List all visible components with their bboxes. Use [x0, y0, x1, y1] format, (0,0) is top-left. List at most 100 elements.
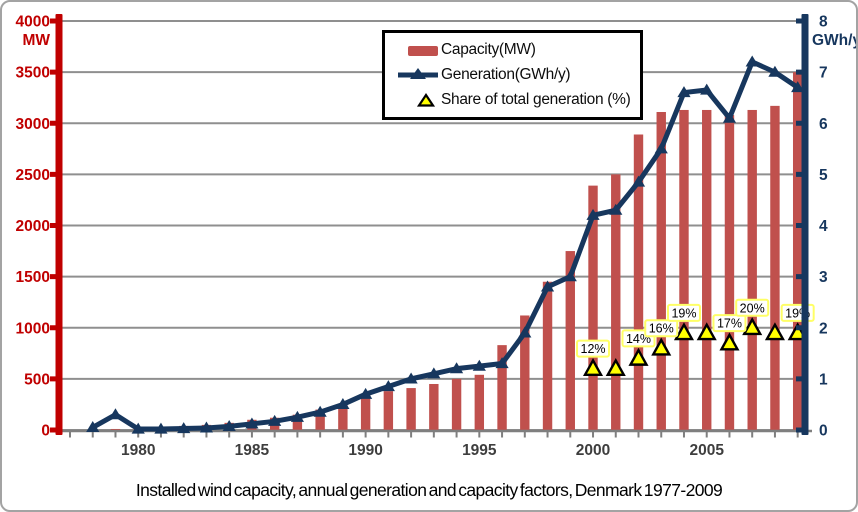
capacity-bar-1993: [429, 383, 439, 430]
capacity-bar-1999: [565, 251, 575, 430]
share-label-2007: 20%: [740, 301, 765, 315]
share-triangle-icon: [397, 92, 439, 108]
left-axis-tick: [50, 18, 57, 24]
generation-marker-1993: [427, 367, 441, 379]
share-label-box-2006: [712, 314, 747, 333]
x-axis-label-1990: 1990: [348, 442, 382, 459]
chart-legend: Capacity(MW) Generation(GWh/y) Share of …: [382, 30, 643, 120]
x-axis-label-1980: 1980: [121, 442, 155, 459]
left-axis-unit-label: MW: [22, 32, 50, 49]
right-axis-tick-label-5: 5: [819, 167, 828, 184]
generation-marker-1998: [540, 280, 555, 292]
generation-marker-1983: [199, 421, 214, 433]
capacity-bar-swatch-icon: [397, 44, 439, 57]
share-label-box-2004: [666, 303, 701, 322]
share-marker-2008: [764, 322, 785, 341]
share-label-2003: 16%: [649, 322, 674, 336]
capacity-bar-1996: [497, 345, 507, 430]
right-axis-tick: [796, 171, 803, 177]
share-marker-2006: [719, 332, 740, 351]
right-axis-tick: [796, 120, 803, 126]
capacity-bar-1997: [520, 315, 530, 430]
right-axis-tick-label-8: 8: [819, 14, 828, 31]
generation-marker-1994: [449, 362, 464, 374]
legend-label-capacity: Capacity(MW): [441, 41, 536, 59]
right-axis-unit-label: GWh/y: [812, 32, 858, 49]
legend-item-share: Share of total generation (%): [397, 91, 636, 109]
share-marker-2001: [605, 357, 626, 377]
generation-marker-1989: [336, 398, 350, 410]
right-axis-tick: [796, 223, 803, 228]
capacity-bar-2001: [611, 174, 621, 430]
share-label-box-2003: [644, 319, 679, 338]
right-axis-tick: [796, 376, 803, 382]
generation-marker-1978: [86, 421, 100, 433]
left-axis-tick-label-4000: 4000: [16, 14, 50, 31]
left-axis-tick: [50, 69, 57, 75]
capacity-bar-1987: [292, 414, 303, 430]
right-axis-tick-label-4: 4: [819, 218, 828, 235]
wind-chart-plot: 1980 1985 1990 1995 2000 200512%14%16%19%17%2…: [16, 14, 858, 460]
left-axis-tick: [50, 427, 57, 433]
capacity-bar-2008: [770, 105, 780, 431]
capacity-bar-1992: [406, 388, 416, 430]
left-axis-tick-label-2000: 2000: [16, 218, 50, 235]
capacity-bar-1989: [338, 404, 348, 430]
generation-line-icon: [397, 67, 439, 82]
left-axis-tick-label-2500: 2500: [16, 167, 50, 184]
generation-marker-1979: [108, 408, 123, 420]
right-axis-tick-label-0: 0: [819, 423, 828, 440]
generation-marker-1982: [177, 422, 191, 434]
right-axis-tick-label-6: 6: [819, 116, 828, 133]
legend-item-capacity: Capacity(MW): [397, 41, 636, 59]
generation-marker-1988: [313, 405, 327, 417]
left-axis-tick-label-1000: 1000: [16, 320, 50, 337]
right-axis-line: [801, 14, 809, 435]
capacity-bar-1979: [110, 428, 121, 430]
x-axis-label-2000: 2000: [576, 442, 610, 459]
left-axis-tick: [50, 171, 57, 177]
generation-marker-2009: [791, 81, 805, 93]
share-marker-2005: [696, 322, 717, 341]
generation-marker-1985: [245, 417, 259, 429]
share-marker-2003: [651, 337, 672, 356]
chart-title: Installed wind capacity, annual generati…: [135, 480, 723, 500]
share-label-2000: 12%: [581, 342, 606, 356]
share-label-2006: 17%: [717, 317, 742, 331]
capacity-bar-2005: [702, 109, 712, 431]
generation-marker-1981: [154, 422, 168, 434]
generation-line: [90, 59, 801, 432]
generation-marker-1986: [268, 414, 282, 426]
right-axis-tick-label-2: 2: [819, 320, 828, 337]
capacity-bar-2009: [792, 72, 803, 430]
capacity-bar-1994: [451, 378, 462, 430]
generation-marker-2006: [722, 111, 737, 123]
generation-marker-1999: [563, 270, 577, 282]
generation-marker-2002: [631, 175, 646, 187]
share-label-2004: 19%: [671, 306, 696, 320]
right-axis-tick-label-1: 1: [819, 371, 828, 388]
share-marker-2004: [673, 322, 695, 341]
left-axis-tick-label-1500: 1500: [16, 269, 50, 286]
left-axis-tick-label-0: 0: [41, 423, 50, 440]
share-marker-2002: [628, 347, 649, 366]
generation-marker-2007: [745, 55, 759, 67]
generation-marker-1995: [472, 359, 486, 371]
generation-marker-2003: [654, 142, 668, 154]
right-axis-tick: [796, 18, 803, 24]
capacity-bar-1995: [474, 374, 485, 430]
left-axis-tick: [50, 325, 57, 331]
generation-marker-1991: [381, 380, 395, 392]
left-axis-tick: [50, 223, 57, 228]
share-marker-2000: [582, 357, 604, 377]
generation-marker-2008: [768, 65, 782, 77]
generation-marker-2000: [586, 208, 600, 220]
generation-marker-1996: [495, 357, 509, 369]
left-axis-tick: [50, 274, 57, 280]
capacity-bar-2007: [747, 109, 757, 431]
x-axis-label-1985: 1985: [235, 442, 270, 459]
right-axis-tick: [796, 325, 803, 331]
share-marker-2007: [742, 317, 763, 336]
x-axis-label-1995: 1995: [462, 442, 497, 459]
